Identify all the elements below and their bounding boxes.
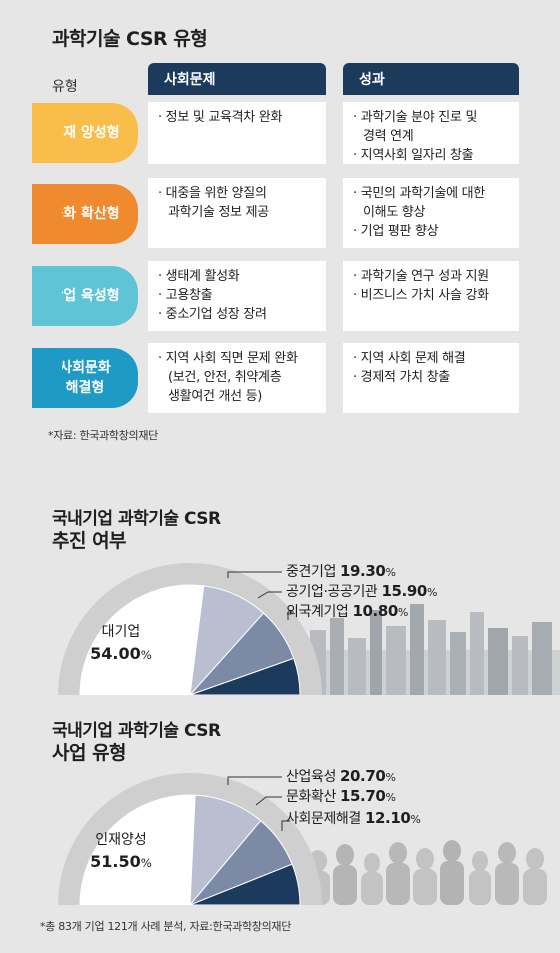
row-talent-result: · 과학기술 분야 진로 및 경력 연계 · 지역사회 일자리 창출 xyxy=(343,102,519,164)
type-header: 유형 xyxy=(52,79,78,95)
leader-line xyxy=(255,796,282,806)
leader-line xyxy=(281,820,290,831)
chart1-label-large-company: 대기업 54.00% xyxy=(90,624,152,663)
chart1-svg xyxy=(58,563,560,695)
list-item: · 지역 사회 문제 해결 xyxy=(353,351,466,366)
list-item: · 과학기술 연구 성과 지원 xyxy=(353,269,489,284)
leader-line xyxy=(227,571,282,578)
row-industry-social: · 생태계 활성화 · 고용창출 · 중소기업 성장 장려 xyxy=(148,261,326,331)
footnote: *총 83개 기업 121개 사례 분석, 자료:한국과학창의재단 xyxy=(40,920,292,933)
list-item: · 고용창출 xyxy=(158,288,213,303)
row-culture-social: · 대중을 위한 양질의 과학기술 정보 제공 xyxy=(148,178,326,248)
type-pill-talent: 인재 양성형 xyxy=(32,103,138,163)
type-pill-social: 사회문화 해결형 xyxy=(32,348,138,408)
pie-slice-0 xyxy=(79,794,196,905)
chart1-label-mid-company: 중견기업 19.30% xyxy=(286,562,396,580)
chart1-label-foreign: 외국계기업 10.80% xyxy=(286,602,408,620)
pie-slice-3 xyxy=(189,863,301,905)
pie-outer-ring xyxy=(58,773,322,905)
list-item: · 지역 사회 직면 문제 완화 (보건, 안전, 취약계층 생활여건 개선 등… xyxy=(158,351,298,404)
row-social-result: · 지역 사회 문제 해결 · 경제적 가치 창출 xyxy=(343,343,519,413)
social-problem-header: 사회문제 xyxy=(148,63,326,95)
list-item: · 정보 및 교육격차 완화 xyxy=(158,110,283,125)
pie-outer-ring xyxy=(58,563,322,695)
type-pill-culture: 문화 확산형 xyxy=(32,184,138,244)
chart1-title: 국내기업 과학기술 CSR 추진 여부 xyxy=(52,509,221,552)
pie-slice-0 xyxy=(79,584,205,695)
leader-line xyxy=(227,776,282,785)
pie-slice-1 xyxy=(189,794,262,905)
pie-slice-3 xyxy=(189,657,301,695)
chart2-title: 국내기업 과학기술 CSR 사업 유형 xyxy=(52,721,221,764)
chart1-label-public: 공기업·공공기관 15.90% xyxy=(286,582,437,600)
chart2-label-talent: 인재양성 51.50% xyxy=(90,832,152,871)
type-pill-industry: 산업 육성형 xyxy=(32,266,138,326)
page-title: 과학기술 CSR 유형 xyxy=(52,28,208,50)
chart2-label-social: 사회문제해결 12.10% xyxy=(286,809,421,827)
list-item: · 국민의 과학기술에 대한 이해도 향상 xyxy=(353,186,485,220)
list-item: · 중소기업 성장 장려 xyxy=(158,307,267,322)
list-item: · 생태계 활성화 xyxy=(158,269,240,284)
table-source: *자료: 한국과학창의재단 xyxy=(48,429,159,442)
chart2-label-culture: 문화확산 15.70% xyxy=(286,787,396,805)
row-talent-social: · 정보 및 교육격차 완화 xyxy=(148,102,326,164)
list-item: · 대중을 위한 양질의 과학기술 정보 제공 xyxy=(158,186,269,220)
result-header: 성과 xyxy=(343,63,519,95)
list-item: · 기업 평판 향상 xyxy=(353,224,439,239)
row-social-social: · 지역 사회 직면 문제 완화 (보건, 안전, 취약계층 생활여건 개선 등… xyxy=(148,343,326,413)
list-item: · 과학기술 분야 진로 및 경력 연계 xyxy=(353,110,478,144)
row-culture-result: · 국민의 과학기술에 대한 이해도 향상 · 기업 평판 향상 xyxy=(343,178,519,248)
list-item: · 지역사회 일자리 창출 xyxy=(353,148,474,163)
leader-line xyxy=(257,591,282,599)
row-industry-result: · 과학기술 연구 성과 지원 · 비즈니스 가치 사슬 강화 xyxy=(343,261,519,331)
list-item: · 비즈니스 가치 사슬 강화 xyxy=(353,288,489,303)
chart2-label-industry: 산업육성 20.70% xyxy=(286,767,396,785)
leader-line xyxy=(287,611,294,620)
crowd-silhouette-image xyxy=(306,840,547,905)
city-skyline-image xyxy=(300,604,560,695)
list-item: · 경제적 가치 창출 xyxy=(353,370,450,385)
chart2-svg xyxy=(58,773,547,905)
